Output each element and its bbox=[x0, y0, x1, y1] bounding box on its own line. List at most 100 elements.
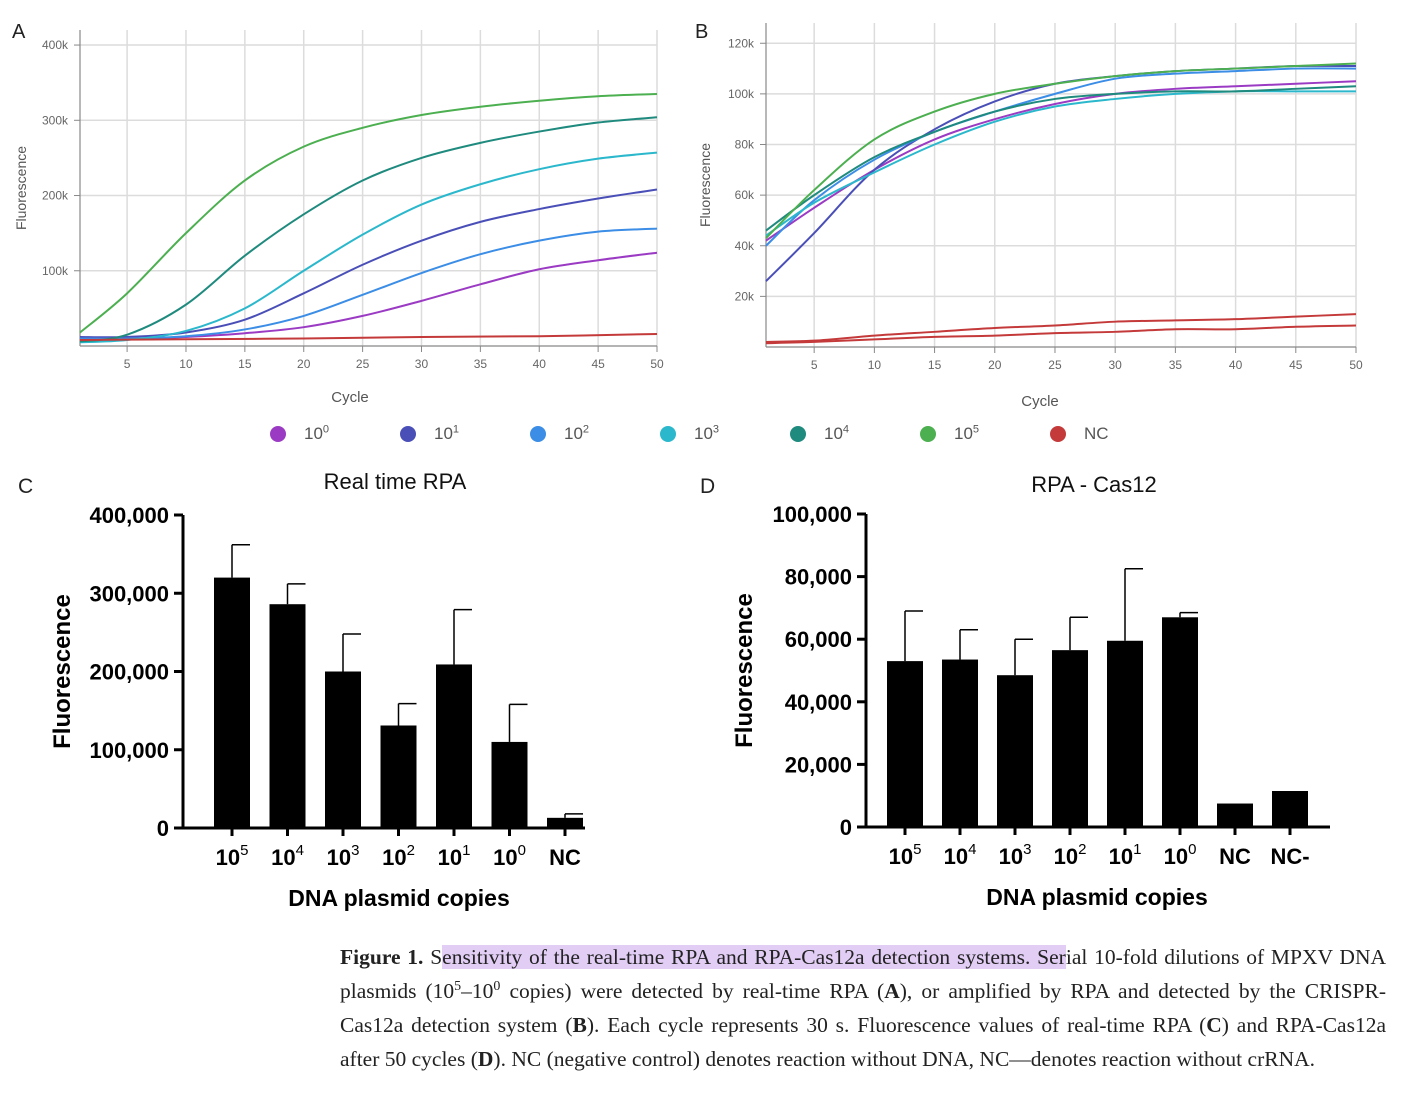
series-line bbox=[79, 227, 658, 340]
panel-label: D bbox=[700, 475, 715, 498]
legend-label-exponent: 2 bbox=[582, 423, 590, 436]
legend-item: 103 bbox=[660, 424, 719, 444]
series-line bbox=[765, 67, 1357, 247]
legend-item: 100 bbox=[270, 424, 329, 444]
legend-label: 100 bbox=[304, 423, 330, 443]
legend-label-exponent: 5 bbox=[972, 423, 980, 436]
x-tick-label: 20 bbox=[988, 358, 1002, 372]
bar bbox=[1217, 803, 1253, 827]
legend-label-exponent: 4 bbox=[842, 423, 850, 436]
y-tick-label: 100k bbox=[42, 264, 69, 278]
panel-label: A bbox=[12, 21, 26, 43]
x-axis-label: DNA plasmid copies bbox=[288, 885, 510, 911]
y-tick-label: 100k bbox=[728, 87, 755, 101]
legend-marker bbox=[530, 426, 546, 442]
legend-marker bbox=[270, 426, 286, 442]
y-tick-label: 80k bbox=[735, 138, 755, 152]
x-tick-label: 50 bbox=[650, 357, 664, 371]
series-line bbox=[79, 151, 658, 344]
legend-marker bbox=[920, 426, 936, 442]
legend-label-exponent: 3 bbox=[712, 423, 720, 436]
y-axis-label: Fluorescence bbox=[731, 593, 758, 748]
legend-marker bbox=[1050, 426, 1066, 442]
line-chart-legend: 100 101 102 103 104 105 NC bbox=[0, 424, 1410, 450]
x-tick-label: 10 bbox=[868, 358, 882, 372]
y-tick-label: 20,000 bbox=[785, 752, 852, 777]
caption-ref-c: C bbox=[1206, 1013, 1222, 1037]
bar bbox=[997, 675, 1033, 827]
bar bbox=[942, 659, 978, 827]
y-tick-label: 300k bbox=[42, 113, 69, 127]
x-tick-label: 20 bbox=[297, 357, 311, 371]
legend-label-exponent: 1 bbox=[452, 423, 460, 436]
legend-label: NC bbox=[1084, 424, 1109, 443]
x-axis-label: DNA plasmid copies bbox=[986, 884, 1208, 910]
caption-ref-b: B bbox=[572, 1013, 587, 1037]
y-tick-label: 80,000 bbox=[785, 565, 852, 590]
bar bbox=[491, 741, 528, 828]
y-tick-label: 40k bbox=[735, 239, 755, 253]
x-tick-label: 105 bbox=[216, 842, 249, 870]
x-axis-label: Cycle bbox=[1021, 393, 1059, 410]
chart-title: RPA - Cas12 bbox=[1031, 472, 1157, 497]
bar bbox=[887, 661, 923, 827]
legend-marker bbox=[400, 426, 416, 442]
x-tick-label: 40 bbox=[533, 357, 547, 371]
series-line bbox=[79, 116, 658, 343]
panel-b-line-chart: B 5 10 15 20 25 30 35 40 45 50 20k 40k 60k 80k 100k 120k… bbox=[695, 21, 1363, 410]
caption-text-2: –10 bbox=[461, 979, 494, 1003]
caption-label: Figure 1. bbox=[340, 945, 424, 969]
x-tick-label: 15 bbox=[238, 357, 252, 371]
y-tick-label: 400k bbox=[42, 38, 69, 52]
legend-item: 101 bbox=[400, 424, 459, 444]
series-line bbox=[79, 251, 658, 341]
bar bbox=[380, 725, 417, 828]
x-tick-label: 25 bbox=[356, 357, 370, 371]
x-tick-label: NC bbox=[1219, 844, 1251, 869]
legend-item: NC bbox=[1050, 424, 1109, 444]
y-tick-label: 100,000 bbox=[89, 738, 169, 763]
y-tick-label: 60,000 bbox=[785, 627, 852, 652]
caption-sup-2: 0 bbox=[493, 978, 501, 994]
bar bbox=[1052, 650, 1088, 827]
legend-label-exponent: 0 bbox=[322, 423, 330, 436]
y-axis-label: Fluorescence bbox=[13, 146, 29, 230]
legend-marker bbox=[660, 426, 676, 442]
legend-item: 104 bbox=[790, 424, 849, 444]
caption-highlight-pre: S bbox=[423, 945, 443, 969]
legend-marker bbox=[790, 426, 806, 442]
caption-ref-a: A bbox=[884, 979, 900, 1003]
x-tick-label: 45 bbox=[591, 357, 605, 371]
bar bbox=[1272, 791, 1308, 827]
caption-text-5: ). Each cycle represents 30 s. Fluoresce… bbox=[586, 1013, 1207, 1037]
legend-item: 102 bbox=[530, 424, 589, 444]
x-tick-label: 101 bbox=[438, 842, 471, 870]
x-tick-label: 103 bbox=[327, 842, 360, 870]
panel-d-bar-chart: D RPA - Cas12 0 20,000 40,000 60,000 80,000 100… bbox=[700, 472, 1330, 910]
bar bbox=[436, 664, 472, 828]
x-tick-label: NC bbox=[549, 845, 581, 870]
panel-c-bar-chart: C Real time RPA 0 100,000 200,000 300,000 400,… bbox=[18, 469, 585, 911]
bar bbox=[269, 604, 306, 828]
legend-label: 101 bbox=[434, 423, 460, 443]
caption-text-3: copies) were detected by real-time RPA ( bbox=[500, 979, 885, 1003]
x-tick-label: 100 bbox=[1164, 841, 1197, 869]
caption-sup-1: 5 bbox=[454, 978, 462, 994]
x-tick-label: 5 bbox=[811, 358, 818, 372]
y-tick-label: 400,000 bbox=[89, 503, 169, 528]
series-line bbox=[79, 92, 658, 334]
y-axis-label: Fluorescence bbox=[49, 594, 76, 749]
x-tick-label: 15 bbox=[928, 358, 942, 372]
legend-label: 102 bbox=[564, 423, 590, 443]
x-tick-label: NC- bbox=[1270, 844, 1309, 869]
y-axis-label: Fluorescence bbox=[697, 143, 713, 227]
x-tick-label: 10 bbox=[179, 357, 193, 371]
x-tick-label: 40 bbox=[1229, 358, 1243, 372]
series-line bbox=[765, 324, 1357, 345]
caption-text: ial 10-fold dilutions of MPXV DNA plasmi… bbox=[340, 945, 1386, 1003]
legend-label: 103 bbox=[694, 423, 720, 443]
x-tick-label: 102 bbox=[1054, 841, 1087, 869]
x-tick-label: 30 bbox=[415, 357, 429, 371]
series-line bbox=[765, 85, 1357, 232]
legend-item: 105 bbox=[920, 424, 979, 444]
